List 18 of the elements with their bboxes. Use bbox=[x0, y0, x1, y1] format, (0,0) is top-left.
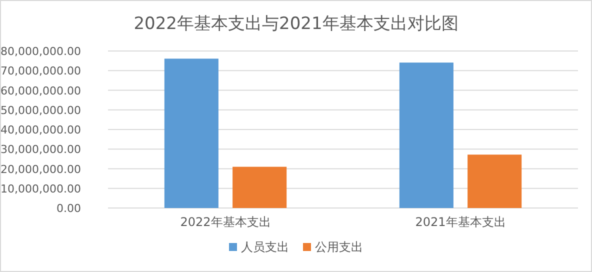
y-tick-label: 0.00 bbox=[56, 202, 81, 215]
y-tick-label: 50,000,000.00 bbox=[0, 104, 81, 117]
bar bbox=[468, 154, 522, 208]
bar bbox=[232, 166, 287, 208]
y-tick-label: 20,000,000.00 bbox=[0, 162, 81, 176]
x-tick-label: 2022年基本支出 bbox=[180, 215, 271, 229]
chart-title: 2022年基本支出与2021年基本支出对比图 bbox=[134, 14, 458, 34]
legend-label: 公用支出 bbox=[315, 240, 363, 254]
y-tick-label: 80,000,000.00 bbox=[0, 45, 81, 58]
y-tick-label: 10,000,000.00 bbox=[0, 182, 81, 196]
y-tick-label: 60,000,000.00 bbox=[0, 84, 81, 98]
y-tick-label: 30,000,000.00 bbox=[0, 143, 81, 156]
bar bbox=[164, 58, 218, 208]
x-tick-label: 2021年基本支出 bbox=[415, 215, 506, 229]
bar bbox=[399, 62, 454, 208]
y-tick-label: 70,000,000.00 bbox=[0, 64, 81, 78]
legend-label: 人员支出 bbox=[241, 240, 289, 254]
y-tick-label: 40,000,000.00 bbox=[0, 124, 81, 136]
